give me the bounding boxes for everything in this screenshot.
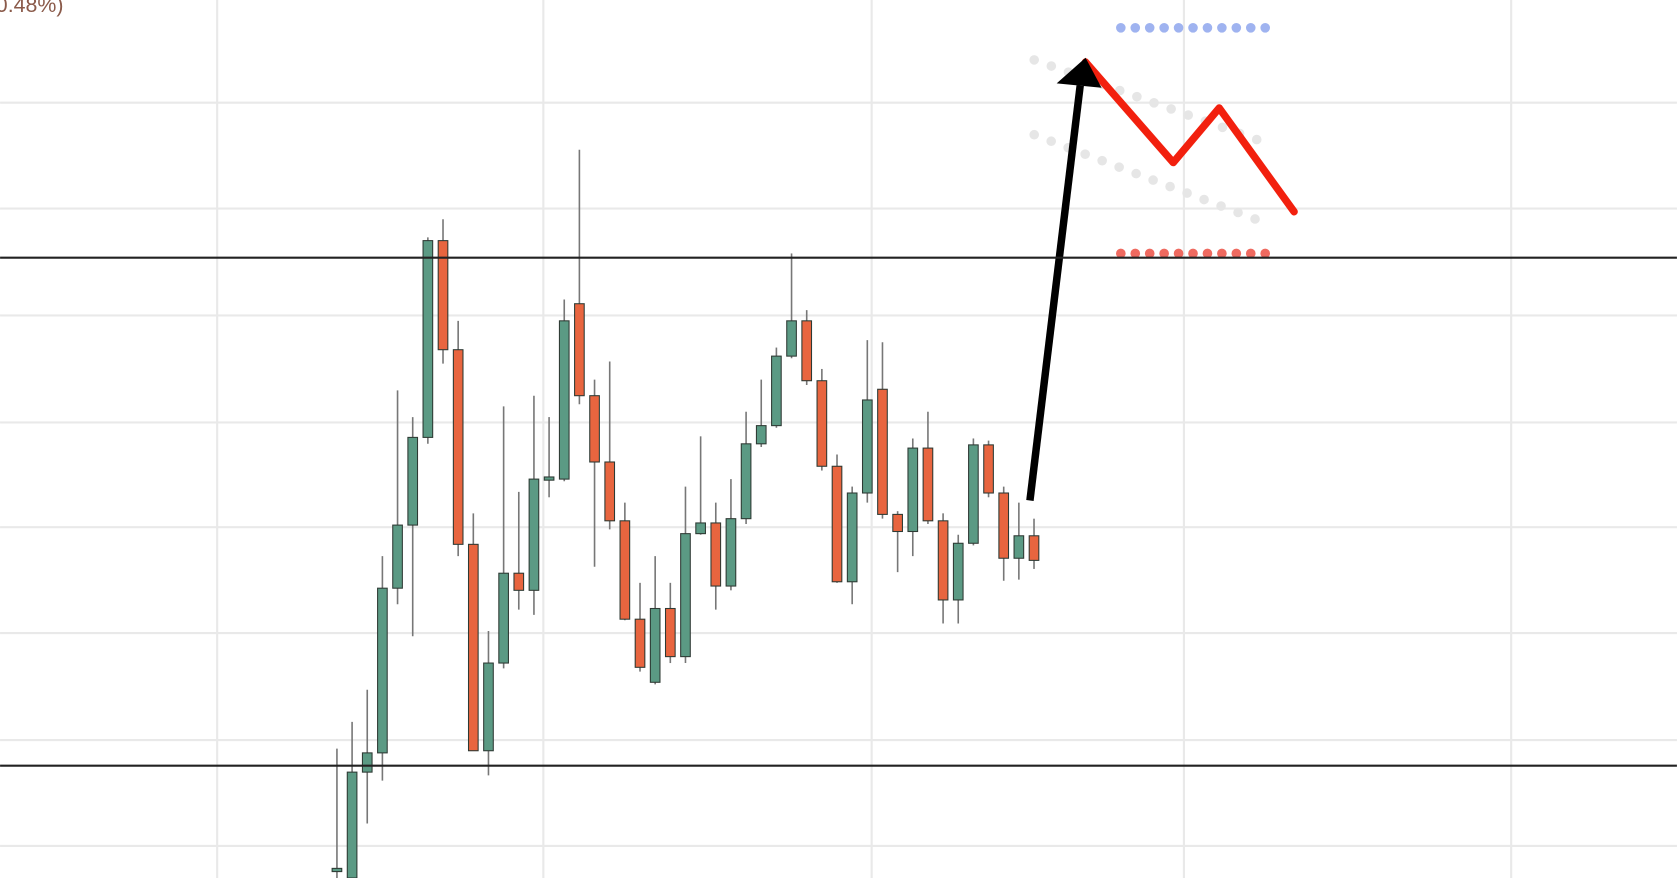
candle-body [513, 572, 525, 591]
candle-body [771, 355, 782, 427]
candle-body [498, 572, 509, 664]
candle-body [695, 522, 706, 535]
candle-body [831, 465, 843, 583]
candle-body [786, 320, 797, 357]
candle-body [1013, 535, 1025, 559]
candle-body [1028, 535, 1040, 561]
candle-body [558, 320, 570, 480]
candle-body [983, 444, 994, 494]
candle-body [422, 240, 434, 438]
candle-body [528, 478, 540, 591]
drawings [1026, 22, 1298, 501]
candle-body [877, 388, 888, 515]
candle-body [407, 436, 419, 526]
candle-body [392, 524, 403, 589]
candle-body [755, 425, 767, 445]
candle-body [952, 542, 964, 601]
candle-body [664, 607, 676, 658]
arrow-head [1056, 57, 1102, 88]
candle-body [589, 395, 600, 463]
candle-body [467, 543, 479, 752]
candle-body [331, 867, 343, 873]
candle-body [437, 240, 449, 351]
candle-body [543, 476, 555, 481]
candle-body [377, 587, 388, 754]
candle-body [861, 399, 873, 494]
candle-body [998, 492, 1010, 559]
candle-body [710, 522, 722, 587]
candle-body [452, 349, 464, 545]
arrow-shaft [1026, 85, 1084, 501]
candle-body [846, 492, 858, 583]
projection-path [1081, 58, 1298, 216]
candle-body [968, 444, 979, 544]
candle-body [816, 380, 828, 467]
candle-body [361, 752, 373, 773]
candles [331, 149, 1040, 878]
candle-body [937, 520, 949, 601]
candle-body [649, 607, 661, 683]
candle-body [801, 320, 813, 382]
candle-body [574, 303, 585, 397]
candle-body [634, 618, 646, 668]
annotation: 0.48%) [0, 0, 64, 17]
candle-body [680, 533, 691, 658]
candle-body [604, 461, 616, 522]
candle-body [892, 513, 903, 533]
candle-body [619, 520, 631, 620]
candle-body [740, 443, 752, 520]
candle-body [922, 447, 934, 522]
candle-body [725, 518, 737, 587]
candle-body [346, 771, 358, 878]
candle-body [483, 662, 494, 752]
candle-body [907, 447, 919, 533]
